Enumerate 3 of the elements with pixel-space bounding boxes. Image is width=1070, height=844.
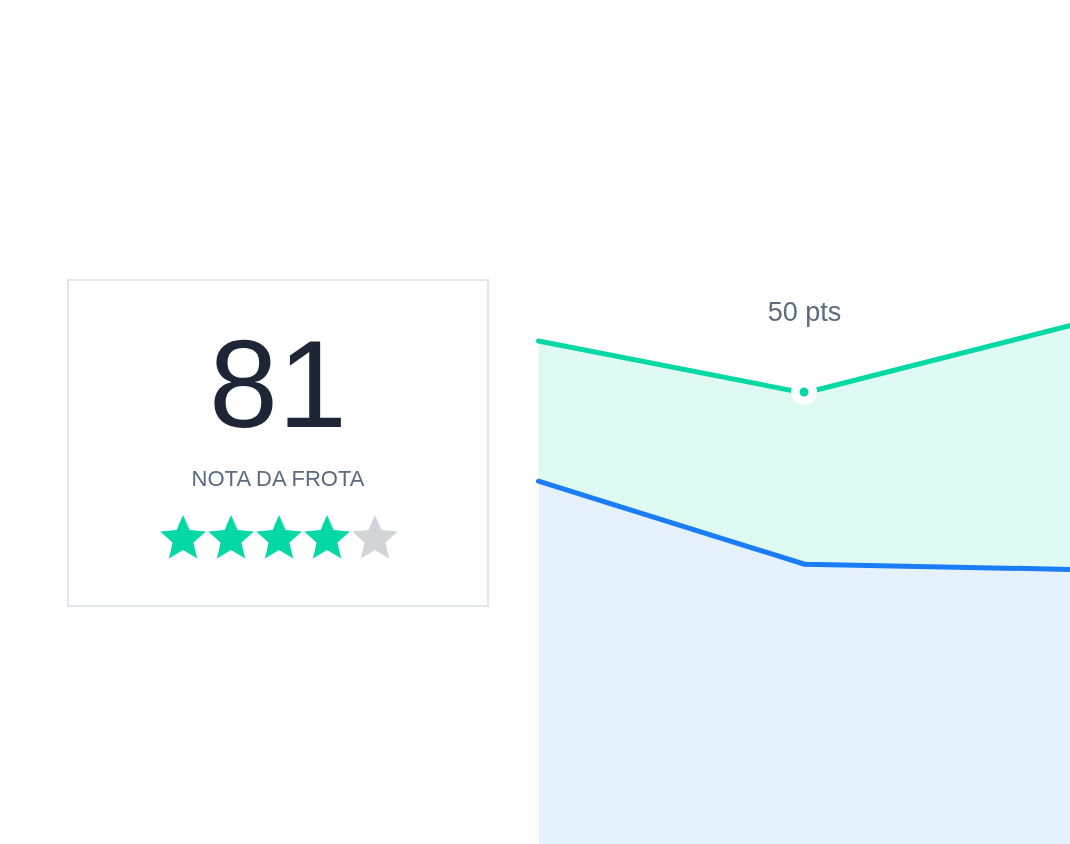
text: 81 [208, 315, 348, 453]
annotation: 50 pts [767, 296, 842, 327]
text: NOTA DA FROTA [190, 466, 366, 491]
